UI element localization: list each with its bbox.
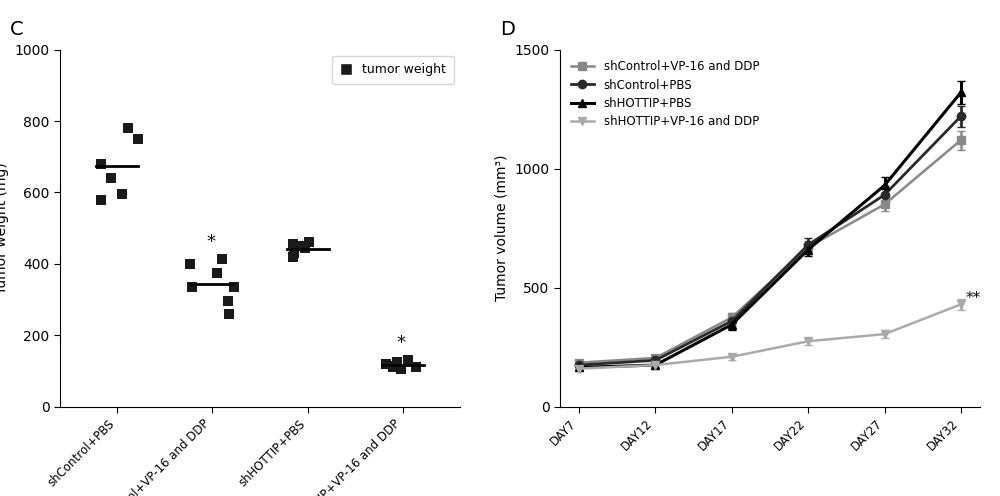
Point [226, 283, 242, 291]
Point [209, 269, 225, 277]
Text: *: * [206, 233, 215, 250]
Y-axis label: Tumor weight (mg): Tumor weight (mg) [0, 162, 9, 294]
Point [400, 356, 416, 364]
Point [130, 135, 146, 143]
Point [385, 364, 401, 372]
Point [408, 364, 424, 372]
Point [393, 365, 409, 373]
Point [93, 160, 109, 168]
Point [291, 242, 307, 250]
Point [286, 249, 302, 257]
Point [297, 244, 313, 252]
Point [93, 195, 109, 203]
Point [220, 298, 236, 306]
Point [182, 260, 198, 268]
Point [221, 310, 237, 318]
Point [114, 190, 130, 198]
Point [389, 358, 405, 366]
Point [103, 174, 119, 182]
Y-axis label: Tumor volume (mm³): Tumor volume (mm³) [495, 155, 509, 302]
Point [378, 360, 394, 368]
Point [214, 254, 230, 262]
Text: *: * [396, 334, 405, 353]
Point [285, 240, 301, 248]
Point [120, 124, 136, 132]
Text: **: ** [965, 291, 981, 306]
Text: D: D [500, 20, 515, 39]
Point [301, 239, 317, 247]
Point [285, 253, 301, 261]
Legend: shControl+VP-16 and DDP, shControl+PBS, shHOTTIP+PBS, shHOTTIP+VP-16 and DDP: shControl+VP-16 and DDP, shControl+PBS, … [566, 56, 764, 133]
Point [184, 283, 200, 291]
Point [385, 362, 401, 370]
Legend: tumor weight: tumor weight [332, 56, 454, 84]
Text: C: C [10, 20, 24, 39]
